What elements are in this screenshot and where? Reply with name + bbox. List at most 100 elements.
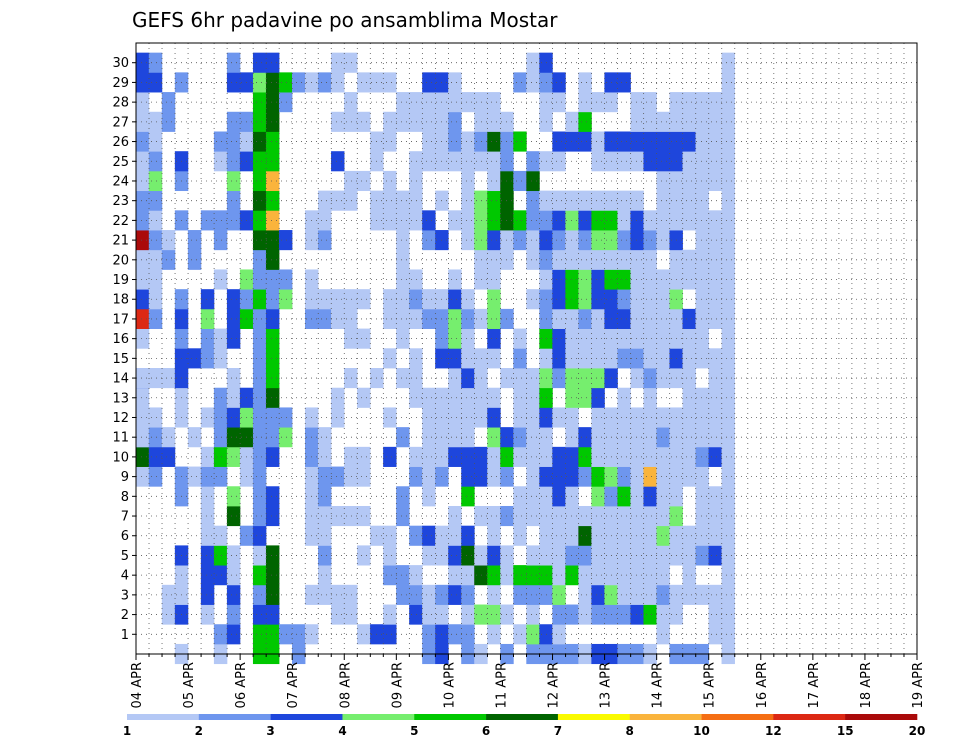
heatmap-cell [226, 427, 241, 448]
heatmap-cell [721, 269, 735, 290]
heatmap-cell [721, 308, 735, 329]
heatmap-cell [708, 368, 722, 389]
y-axis: 1234567891011121314151617181920212223242… [112, 56, 136, 643]
heatmap-cell [643, 525, 657, 546]
heatmap-cell [552, 308, 566, 329]
heatmap-cell [252, 308, 267, 329]
heatmap-cell [474, 131, 488, 152]
heatmap-cell [344, 111, 358, 132]
heatmap-cell [135, 111, 150, 132]
heatmap-cell [721, 170, 735, 192]
heatmap-cell [148, 170, 163, 192]
heatmap-cell [135, 269, 150, 290]
heatmap-cell [148, 52, 163, 73]
heatmap-cell [708, 505, 722, 527]
heatmap-cell [344, 604, 358, 625]
heatmap-cell [552, 151, 566, 172]
heatmap-cell [565, 190, 579, 211]
heatmap-cell [383, 210, 397, 231]
heatmap-cell [318, 466, 332, 487]
heatmap-cell [448, 505, 462, 527]
heatmap-cell [252, 72, 267, 93]
heatmap-cell [265, 269, 280, 290]
heatmap-cell [617, 348, 631, 369]
heatmap-cell [344, 52, 358, 73]
heatmap-cell [591, 604, 605, 625]
heatmap-cell [552, 348, 566, 369]
heatmap-cell [617, 72, 631, 93]
heatmap-cell [331, 387, 345, 408]
heatmap-cell [565, 230, 579, 251]
x-tick-label: 05 APR [182, 662, 197, 708]
heatmap-cell [565, 269, 579, 290]
heatmap-cell [318, 525, 332, 546]
heatmap-cell [357, 387, 371, 408]
heatmap-cell [461, 387, 475, 408]
heatmap-cell [708, 170, 722, 192]
heatmap-cell [135, 368, 150, 389]
heatmap-cell [526, 427, 540, 448]
heatmap-cell [643, 289, 657, 310]
heatmap-cell [708, 151, 722, 172]
heatmap-cell [474, 269, 488, 290]
colorbar-label: 5 [410, 724, 418, 738]
heatmap-cell [409, 368, 423, 389]
heatmap-cell [383, 545, 397, 566]
heatmap-cell [708, 269, 722, 290]
heatmap-cell [200, 505, 215, 527]
heatmap-cell [265, 210, 280, 231]
colorbar-swatch [414, 714, 487, 720]
heatmap-cell [148, 190, 163, 211]
heatmap-cell [148, 249, 163, 270]
heatmap-cell [409, 151, 423, 172]
heatmap-cell [448, 72, 462, 93]
heatmap-cell [135, 210, 150, 231]
heatmap-cell [331, 151, 345, 172]
heatmap-cell [591, 92, 605, 113]
heatmap-cell [643, 269, 657, 290]
heatmap-cell [448, 427, 462, 448]
heatmap-cell [252, 249, 267, 270]
heatmap-cell [630, 190, 644, 211]
heatmap-cell [422, 210, 436, 231]
heatmap-cell [422, 624, 436, 645]
heatmap-cell [318, 584, 332, 605]
heatmap-cell [513, 446, 527, 467]
heatmap-cell [656, 525, 670, 546]
y-tick-label: 26 [112, 135, 129, 150]
heatmap-cell [357, 111, 371, 132]
heatmap-cell [526, 249, 540, 270]
heatmap-cell [552, 446, 566, 467]
y-tick-label: 7 [121, 510, 129, 525]
heatmap-cell [135, 387, 150, 408]
heatmap-cell [383, 170, 397, 192]
x-tick-label: 07 APR [286, 662, 301, 708]
heatmap-cell [617, 505, 631, 527]
heatmap-cell [513, 387, 527, 408]
heatmap-cell [148, 151, 163, 172]
heatmap-cell [565, 545, 579, 566]
heatmap-cell [513, 72, 527, 93]
heatmap-cell [461, 368, 475, 389]
heatmap-cell [474, 368, 488, 389]
y-tick-label: 24 [112, 174, 129, 189]
heatmap-cell [513, 328, 527, 349]
heatmap-cell [656, 210, 670, 231]
heatmap-cell [617, 308, 631, 329]
heatmap-cell [226, 52, 241, 73]
x-tick-label: 15 APR [703, 662, 718, 708]
heatmap-cell [695, 584, 709, 605]
heatmap-cell [383, 407, 397, 428]
heatmap-cell [526, 486, 540, 507]
heatmap-cell [487, 407, 501, 428]
heatmap-cell [331, 289, 345, 310]
heatmap-cell [135, 72, 150, 93]
heatmap-cell [708, 308, 722, 329]
heatmap-cell [578, 190, 592, 211]
heatmap-cell [617, 230, 631, 251]
heatmap-cell [474, 151, 488, 172]
heatmap-cell [252, 525, 267, 546]
heatmap-cell [448, 92, 462, 113]
heatmap-cell [461, 525, 475, 546]
heatmap-cell [461, 131, 475, 152]
